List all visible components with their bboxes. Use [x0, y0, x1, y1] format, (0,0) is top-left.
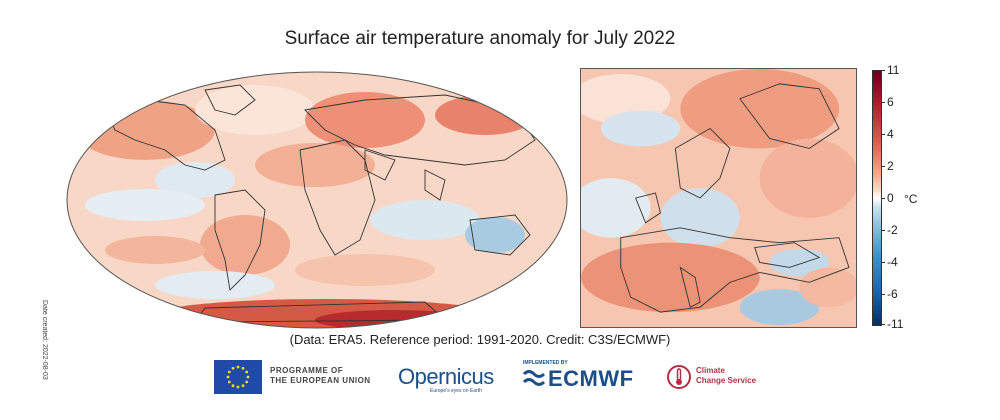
eu-line-2: THE EUROPEAN UNION: [270, 376, 371, 385]
eu-line-1: PROGRAMME OF: [270, 366, 344, 375]
europe-anomaly-map: [580, 68, 857, 328]
implemented-by-label: IMPLEMENTED BY: [523, 360, 568, 366]
colorbar-tick: 0: [881, 191, 894, 205]
c3s-logo-text: Climate Change Service: [696, 366, 756, 386]
chart-title: Surface air temperature anomaly for July…: [284, 28, 676, 49]
logo-strip: PROGRAMME OF THE EUROPEAN UNION Opernicu…: [0, 356, 1000, 400]
eu-flag-icon: [214, 360, 262, 394]
colorbar-tick: -6: [881, 287, 898, 301]
c3s-line-1: Climate: [696, 366, 725, 375]
colorbar-tick: 11: [880, 63, 900, 77]
c3s-thermometer-icon: [667, 365, 691, 389]
copernicus-tagline: Europe's eyes on Earth: [430, 388, 482, 394]
ecmwf-logo: ECMWF: [548, 366, 634, 391]
c3s-line-2: Change Service: [696, 376, 757, 385]
colorbar-tick: 6: [881, 95, 894, 109]
colorbar-tick: -11: [880, 317, 904, 331]
colorbar-tick: 4: [881, 127, 894, 141]
ecmwf-wave-icon: [522, 370, 546, 386]
eu-programme-text: PROGRAMME OF THE EUROPEAN UNION: [270, 366, 371, 386]
copernicus-logo: Opernicus: [398, 364, 494, 389]
colorbar-tick: -4: [881, 255, 898, 269]
data-credit: (Data: ERA5. Reference period: 1991-2020…: [289, 332, 671, 347]
colorbar-tick: 2: [881, 159, 894, 173]
colorbar-tick: -2: [881, 223, 898, 237]
world-anomaly-map: [66, 71, 568, 329]
colorbar-unit: °C: [904, 192, 918, 206]
